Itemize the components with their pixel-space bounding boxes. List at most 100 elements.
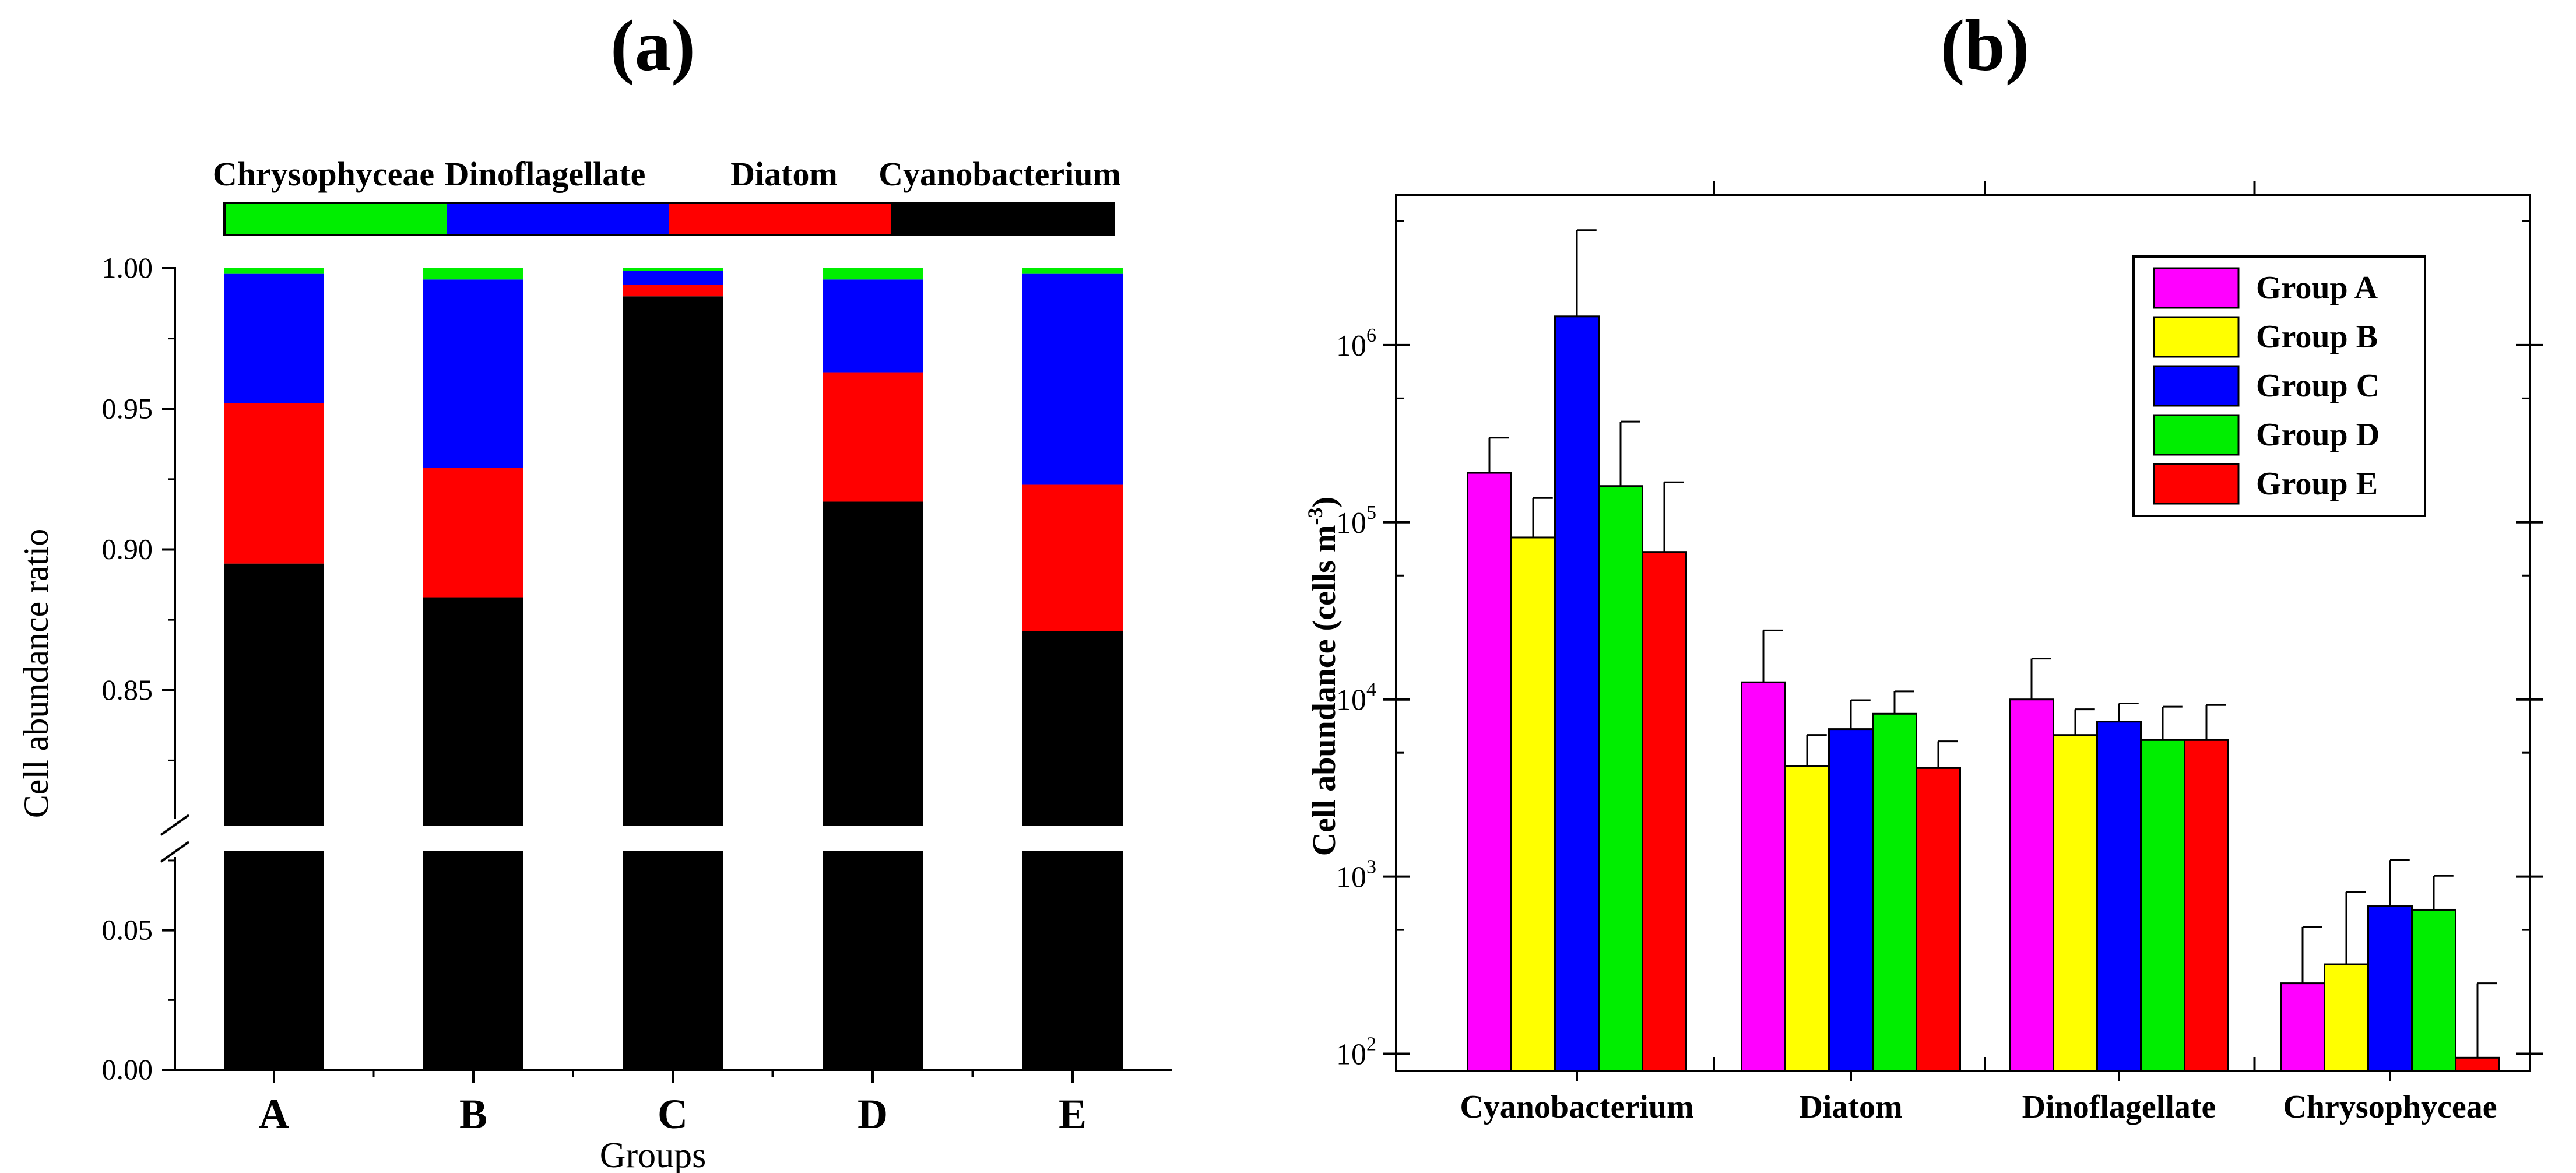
panel-a-bars bbox=[224, 268, 1123, 1070]
bar-group-c-diatom bbox=[1828, 728, 1874, 1072]
y-tick-label: 1.00 bbox=[102, 251, 153, 284]
panel-b-ticks: 102 103 104 105 106 Cyanobacterium Diatom Dinof… bbox=[1336, 181, 2543, 1125]
bar-segment-chrysophyceae-b bbox=[423, 268, 523, 280]
bar-segment-chrysophyceae-c bbox=[623, 268, 723, 271]
panel-a: (a) Chrysophyceae Dinoflagellate Diatom Cya… bbox=[17, 6, 1172, 1173]
bar-segment-cyanobacterium-d bbox=[823, 501, 923, 826]
bar-segment-dinoflagellate-b bbox=[423, 279, 523, 468]
bar-segment-dinoflagellate-d bbox=[823, 279, 923, 373]
y-tick-label: 105 bbox=[1336, 502, 1376, 540]
bar-group-e-dinoflagellate bbox=[2184, 739, 2229, 1072]
y-tick-label: 0.05 bbox=[102, 914, 153, 946]
bar-segment-cyanobacterium-c bbox=[623, 296, 723, 826]
bar-segment-chrysophyceae-d bbox=[823, 268, 923, 280]
bar-segment-diatom-a bbox=[224, 403, 324, 564]
x-tick-label-dinoflagellate: Dinoflagellate bbox=[2022, 1089, 2216, 1125]
legend-label-group-e: Group E bbox=[2256, 466, 2378, 502]
x-tick-label-a: A bbox=[259, 1091, 289, 1137]
legend-swatch-cyanobacterium bbox=[891, 203, 1113, 235]
panel-b-label: (b) bbox=[1941, 6, 2030, 86]
legend-frame bbox=[223, 202, 1115, 236]
panel-a-y-axis-label: Cell abundance ratio bbox=[17, 529, 55, 818]
y-tick-label: 106 bbox=[1336, 325, 1376, 363]
bar-segment-diatom-c bbox=[623, 285, 723, 297]
bar-segment-cyanobacterium-lower-d bbox=[823, 851, 923, 1070]
panel-a-x-axis-label: Groups bbox=[600, 1136, 707, 1173]
panel-a-label: (a) bbox=[610, 6, 695, 86]
bar-group-e-diatom bbox=[1916, 767, 1961, 1072]
y-tick-label: 0.85 bbox=[102, 673, 153, 706]
bar-group-c-chrysophyceae bbox=[2367, 905, 2413, 1072]
legend-swatch-diatom bbox=[669, 203, 891, 235]
legend-swatch-group-a bbox=[2153, 267, 2240, 309]
bar-group-d-diatom bbox=[1872, 712, 1917, 1072]
legend-swatch-dinoflagellate bbox=[447, 203, 669, 235]
bar-group-d-dinoflagellate bbox=[2140, 739, 2185, 1072]
legend-label-cyanobacterium: Cyanobacterium bbox=[878, 155, 1121, 193]
panel-b-axes bbox=[1395, 194, 2531, 1072]
y-tick-label: 0.00 bbox=[102, 1053, 153, 1086]
panel-b-y-axis-label-main: Cell abundance (cells m bbox=[1306, 525, 1343, 856]
legend-label-diatom: Diatom bbox=[730, 155, 838, 193]
x-tick-label-cyanobacterium: Cyanobacterium bbox=[1460, 1089, 1693, 1125]
legend-swatch-group-b bbox=[2153, 316, 2240, 358]
y-tick-label: 0.90 bbox=[102, 533, 153, 566]
axis-break-mark-upper bbox=[160, 814, 190, 836]
bar-group-a-dinoflagellate bbox=[2009, 698, 2054, 1072]
bar-group-a-diatom bbox=[1741, 681, 1786, 1072]
bar-segment-cyanobacterium-lower-c bbox=[623, 851, 723, 1070]
legend-label-chrysophyceae: Chrysophyceae bbox=[213, 155, 434, 193]
panel-b-legend: Group A Group B Group C Group D Group E bbox=[2132, 255, 2426, 517]
bar-segment-dinoflagellate-e bbox=[1022, 273, 1123, 485]
bar-segment-diatom-b bbox=[423, 468, 523, 598]
panel-b-frame bbox=[1395, 194, 2531, 1072]
bar-segment-chrysophyceae-a bbox=[224, 268, 324, 274]
panel-b-y-axis-label-sup: -3 bbox=[1303, 507, 1327, 525]
panel-b-bars bbox=[1467, 229, 2500, 1072]
legend-label-group-b: Group B bbox=[2256, 319, 2378, 355]
bar-group-c-cyanobacterium bbox=[1554, 315, 1600, 1072]
y-tick-label: 103 bbox=[1336, 856, 1376, 894]
legend-label-group-d: Group D bbox=[2256, 417, 2380, 453]
y-tick-label: 102 bbox=[1336, 1034, 1376, 1072]
bar-group-d-cyanobacterium bbox=[1598, 485, 1643, 1072]
bar-group-b-cyanobacterium bbox=[1510, 536, 1556, 1072]
x-tick-label-e: E bbox=[1059, 1091, 1087, 1137]
bar-group-e-cyanobacterium bbox=[1642, 551, 1687, 1072]
x-tick-label-chrysophyceae: Chrysophyceae bbox=[2283, 1089, 2497, 1125]
bar-segment-diatom-d bbox=[823, 372, 923, 502]
bar-segment-cyanobacterium-a bbox=[224, 563, 324, 826]
bar-segment-dinoflagellate-c bbox=[623, 271, 723, 285]
bar-group-b-dinoflagellate bbox=[2053, 734, 2098, 1072]
y-tick-label: 104 bbox=[1336, 679, 1376, 717]
legend-swatch-chrysophyceae bbox=[224, 203, 447, 235]
x-tick-label-diatom: Diatom bbox=[1799, 1089, 1902, 1125]
bar-group-b-diatom bbox=[1784, 765, 1830, 1072]
bar-segment-dinoflagellate-a bbox=[224, 273, 324, 403]
y-tick-label: 0.95 bbox=[102, 392, 153, 424]
bar-segment-cyanobacterium-b bbox=[423, 597, 523, 826]
legend-label-group-c: Group C bbox=[2256, 368, 2380, 404]
bar-group-a-cyanobacterium bbox=[1467, 472, 1512, 1072]
bar-segment-cyanobacterium-e bbox=[1022, 631, 1123, 826]
x-tick-label-d: D bbox=[858, 1091, 888, 1137]
bar-segment-cyanobacterium-lower-e bbox=[1022, 851, 1123, 1070]
bar-group-c-dinoflagellate bbox=[2096, 721, 2142, 1072]
bar-group-a-chrysophyceae bbox=[2280, 982, 2325, 1072]
panel-b-y-axis-label: Cell abundance (cells m-3) bbox=[1303, 497, 1343, 856]
panel-a-ticks: 0.85 0.90 0.95 1.00 0.00 0.05 A B C D E bbox=[102, 251, 1087, 1137]
bar-group-b-chrysophyceae bbox=[2324, 963, 2369, 1072]
panel-b: (b) 102 103 104 105 106 Cyanobacterium Diatom D… bbox=[1303, 6, 2543, 1125]
axis-break-mark-lower bbox=[160, 841, 190, 863]
panel-b-y-axis-label-close: ) bbox=[1306, 497, 1343, 508]
bar-segment-chrysophyceae-e bbox=[1022, 268, 1123, 274]
bar-segment-diatom-e bbox=[1022, 484, 1123, 631]
bar-segment-cyanobacterium-lower-b bbox=[423, 851, 523, 1070]
bar-group-e-chrysophyceae bbox=[2455, 1056, 2500, 1072]
legend-swatch-group-d bbox=[2153, 414, 2240, 456]
x-tick-label-b: B bbox=[459, 1091, 487, 1137]
legend-label-group-a: Group A bbox=[2256, 270, 2378, 306]
legend-label-dinoflagellate: Dinoflagellate bbox=[445, 155, 646, 193]
bar-segment-cyanobacterium-lower-a bbox=[224, 851, 324, 1070]
